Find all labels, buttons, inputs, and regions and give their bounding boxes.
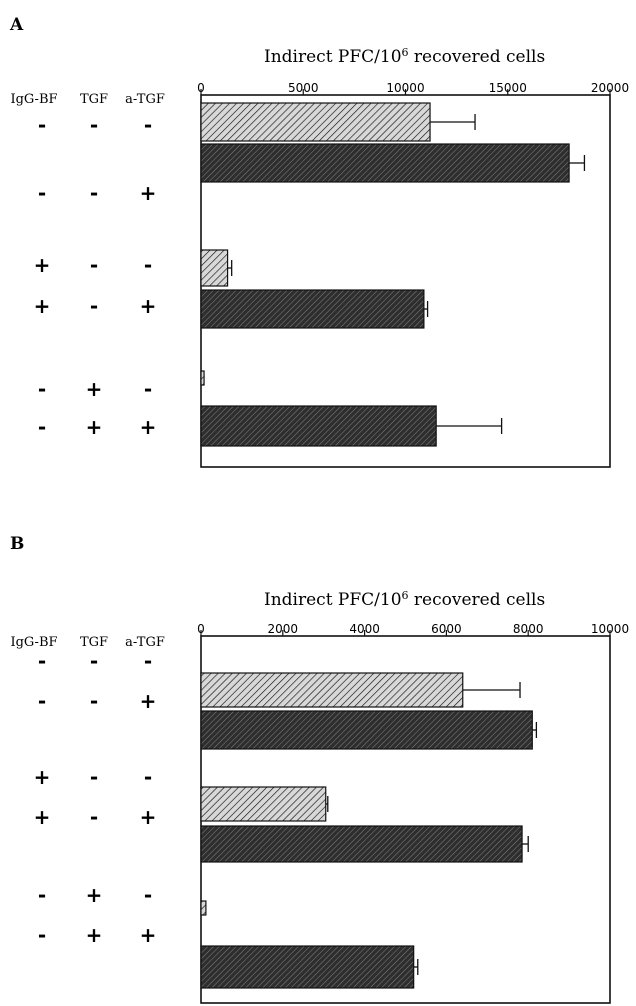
condition-sign: +	[34, 294, 51, 318]
condition-sign: ‑	[38, 181, 46, 205]
condition-sign: ‑	[144, 649, 152, 673]
condition-header: a-TGF	[125, 635, 165, 650]
bar	[200, 825, 523, 863]
bar	[200, 249, 229, 287]
condition-sign: +	[140, 294, 157, 318]
tick-label: 5000	[288, 81, 319, 95]
condition-sign: ‑	[90, 805, 98, 829]
bar	[200, 405, 437, 447]
condition-sign: +	[86, 883, 103, 907]
condition-sign: ‑	[38, 649, 46, 673]
panel-letter: A	[9, 15, 24, 35]
panel-a: A Indirect PFC/106 recovered cells 0 5000 10…	[9, 15, 629, 468]
tick-label: 0	[197, 622, 205, 636]
condition-sign: ‑	[90, 765, 98, 789]
condition-sign: ‑	[144, 113, 152, 137]
condition-sign: ‑	[144, 377, 152, 401]
tick-label: 15000	[489, 81, 527, 95]
condition-header: TGF	[80, 92, 108, 107]
condition-sign: ‑	[90, 294, 98, 318]
condition-sign: +	[34, 765, 51, 789]
condition-sign: ‑	[90, 181, 98, 205]
condition-sign: +	[140, 689, 157, 713]
condition-sign: ‑	[144, 765, 152, 789]
tick-label: 2000	[268, 622, 299, 636]
condition-sign: ‑	[90, 253, 98, 277]
condition-sign: ‑	[38, 377, 46, 401]
tick-label: 20000	[591, 81, 629, 95]
condition-header: IgG-BF	[10, 92, 57, 107]
tick-label: 6000	[431, 622, 462, 636]
bar	[200, 102, 431, 142]
bar	[200, 672, 464, 708]
tick-label: 8000	[513, 622, 544, 636]
condition-sign: ‑	[144, 253, 152, 277]
tick-label: 4000	[349, 622, 380, 636]
bar	[200, 289, 425, 329]
bar	[200, 786, 327, 822]
tick-label: 10000	[591, 622, 629, 636]
condition-sign: +	[34, 253, 51, 277]
condition-sign: ‑	[38, 883, 46, 907]
condition-sign: ‑	[90, 113, 98, 137]
condition-header: a-TGF	[125, 92, 165, 107]
panel-letter: B	[10, 534, 24, 554]
condition-sign: ‑	[38, 113, 46, 137]
condition-sign: +	[86, 415, 103, 439]
condition-header: IgG-BF	[10, 635, 57, 650]
condition-sign: +	[140, 805, 157, 829]
condition-sign: ‑	[90, 689, 98, 713]
tick-label: 0	[197, 81, 205, 95]
condition-sign: ‑	[38, 689, 46, 713]
condition-sign: +	[34, 805, 51, 829]
condition-sign: +	[140, 415, 157, 439]
bar	[200, 143, 570, 183]
condition-sign: +	[140, 181, 157, 205]
condition-header: TGF	[80, 635, 108, 650]
bar	[200, 370, 205, 386]
condition-sign: +	[86, 923, 103, 947]
condition-sign: +	[140, 923, 157, 947]
bar	[200, 900, 207, 916]
condition-sign: ‑	[144, 883, 152, 907]
bar	[200, 945, 415, 989]
condition-sign: ‑	[38, 923, 46, 947]
condition-sign: ‑	[90, 649, 98, 673]
tick-label: 10000	[386, 81, 424, 95]
axis-title: Indirect PFC/106 recovered cells	[264, 589, 545, 611]
condition-sign: ‑	[38, 415, 46, 439]
panel-b: B Indirect PFC/106 recovered cells 0 2000 40…	[10, 534, 629, 1004]
condition-sign: +	[86, 377, 103, 401]
axis-title: Indirect PFC/106 recovered cells	[264, 46, 545, 68]
bar	[200, 710, 533, 750]
